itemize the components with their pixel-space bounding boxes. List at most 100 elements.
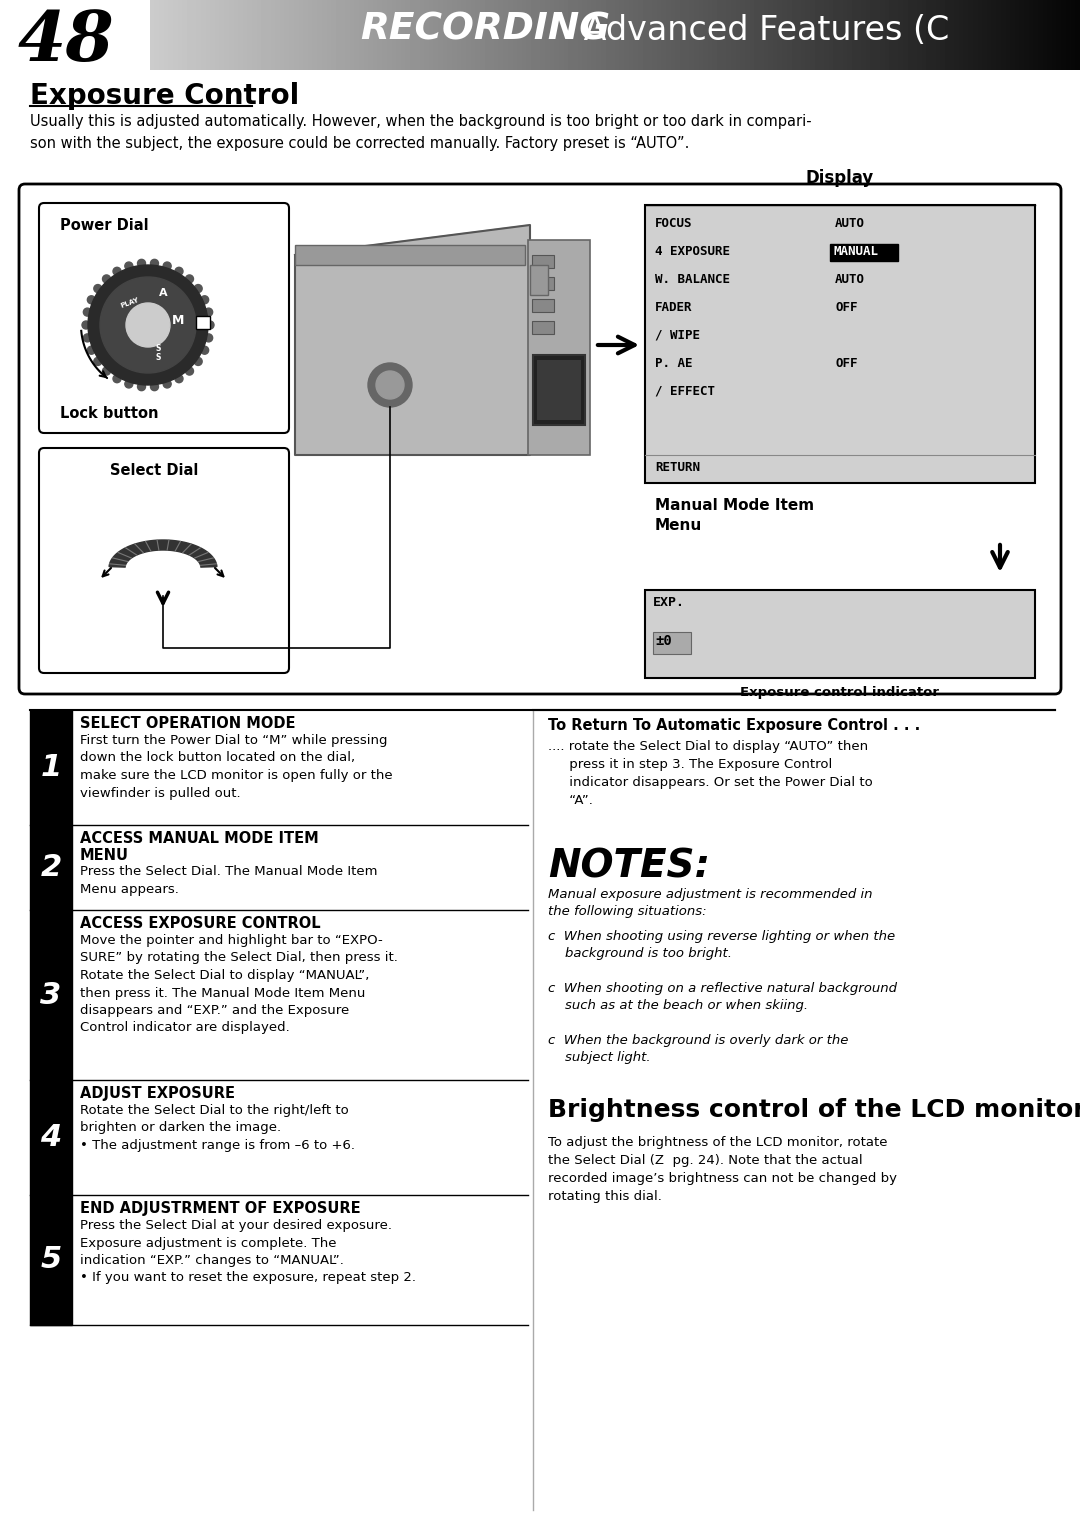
Text: Advanced Features (C: Advanced Features (C — [573, 14, 949, 48]
Polygon shape — [295, 225, 530, 455]
Circle shape — [204, 308, 213, 316]
Circle shape — [137, 383, 146, 391]
Text: Press the Select Dial. The Manual Mode Item
Menu appears.: Press the Select Dial. The Manual Mode I… — [80, 865, 378, 895]
Text: OFF: OFF — [835, 300, 858, 314]
Text: / WIPE: / WIPE — [654, 330, 700, 342]
Circle shape — [94, 285, 102, 293]
Text: Brightness control of the LCD monitor: Brightness control of the LCD monitor — [548, 1098, 1080, 1122]
FancyBboxPatch shape — [19, 184, 1061, 694]
Text: c  When shooting using reverse lighting or when the
    background is too bright: c When shooting using reverse lighting o… — [548, 931, 895, 961]
Text: Move the pointer and highlight bar to “EXPO-
SURE” by rotating the Select Dial, : Move the pointer and highlight bar to “E… — [80, 934, 397, 1035]
Polygon shape — [109, 540, 217, 567]
Text: RECORDING: RECORDING — [360, 12, 610, 48]
Bar — [30, 911, 72, 1081]
Bar — [645, 205, 1035, 483]
Text: Usually this is adjusted automatically. However, when the background is too brig: Usually this is adjusted automatically. … — [30, 113, 812, 150]
Circle shape — [376, 371, 404, 399]
Circle shape — [150, 383, 159, 391]
Circle shape — [113, 267, 121, 276]
Text: c  When the background is overly dark or the
    subject light.: c When the background is overly dark or … — [548, 1033, 849, 1064]
Text: 1: 1 — [40, 753, 62, 782]
Text: / EFFECT: / EFFECT — [654, 385, 715, 399]
Circle shape — [175, 267, 183, 276]
Text: Rotate the Select Dial to the right/left to
brighten or darken the image.
• The : Rotate the Select Dial to the right/left… — [80, 1104, 355, 1151]
FancyBboxPatch shape — [39, 202, 289, 432]
Bar — [0, 0, 1080, 71]
Text: FOCUS: FOCUS — [654, 218, 692, 230]
Bar — [645, 590, 1035, 678]
Bar — [30, 1081, 72, 1196]
Circle shape — [175, 374, 183, 383]
Circle shape — [87, 346, 95, 354]
Circle shape — [100, 277, 195, 373]
Text: .... rotate the Select Dial to display “AUTO” then
     press it in step 3. The : .... rotate the Select Dial to display “… — [548, 740, 873, 806]
Text: Manual exposure adjustment is recommended in
the following situations:: Manual exposure adjustment is recommende… — [548, 888, 873, 918]
Text: Display: Display — [806, 169, 874, 187]
Circle shape — [125, 380, 133, 388]
Text: PLAY: PLAY — [120, 297, 140, 310]
Text: ACCESS EXPOSURE CONTROL: ACCESS EXPOSURE CONTROL — [80, 917, 321, 931]
Text: P. AE: P. AE — [654, 357, 692, 369]
Circle shape — [103, 274, 110, 284]
Circle shape — [87, 296, 95, 304]
Text: S
S: S S — [156, 343, 161, 362]
Text: 2: 2 — [40, 852, 62, 881]
Bar — [532, 277, 554, 290]
Circle shape — [82, 320, 90, 330]
Circle shape — [126, 304, 170, 346]
Text: c  When shooting on a reflective natural background
    such as at the beach or : c When shooting on a reflective natural … — [548, 983, 897, 1012]
Text: MANUAL: MANUAL — [833, 245, 878, 258]
Circle shape — [163, 262, 171, 270]
Circle shape — [186, 366, 193, 376]
Text: OFF: OFF — [835, 357, 858, 369]
Text: FADER: FADER — [654, 300, 692, 314]
Text: NOTES:: NOTES: — [548, 848, 710, 886]
Text: END ADJUSTRMENT OF EXPOSURE: END ADJUSTRMENT OF EXPOSURE — [80, 1200, 361, 1216]
Bar — [831, 244, 897, 261]
Circle shape — [204, 334, 213, 342]
Circle shape — [201, 346, 208, 354]
Text: 5: 5 — [40, 1245, 62, 1274]
Text: Exposure Control: Exposure Control — [30, 81, 299, 110]
Circle shape — [201, 296, 208, 304]
Bar — [530, 265, 548, 294]
Circle shape — [94, 357, 102, 365]
Circle shape — [206, 320, 214, 330]
Bar — [532, 299, 554, 313]
Circle shape — [125, 262, 133, 270]
Text: EXP.: EXP. — [653, 596, 685, 609]
Bar — [532, 320, 554, 334]
Text: Press the Select Dial at your desired exposure.
Exposure adjustment is complete.: Press the Select Dial at your desired ex… — [80, 1219, 416, 1285]
Circle shape — [103, 366, 110, 376]
Text: W. BALANCE: W. BALANCE — [654, 273, 730, 287]
Circle shape — [368, 363, 411, 406]
Text: To adjust the brightness of the LCD monitor, rotate
the Select Dial (Z  pg. 24).: To adjust the brightness of the LCD moni… — [548, 1136, 897, 1203]
Text: 4: 4 — [40, 1124, 62, 1151]
Text: Lock button: Lock button — [60, 406, 159, 422]
Text: A: A — [159, 288, 167, 297]
Text: Manual Mode Item
Menu: Manual Mode Item Menu — [654, 498, 814, 533]
Bar — [195, 316, 210, 330]
Text: AUTO: AUTO — [835, 218, 865, 230]
Bar — [30, 825, 72, 911]
Circle shape — [83, 334, 92, 342]
Text: SELECT OPERATION MODE: SELECT OPERATION MODE — [80, 716, 296, 731]
Text: ±0: ±0 — [654, 635, 672, 648]
Text: Exposure control indicator: Exposure control indicator — [741, 685, 940, 699]
Bar — [295, 245, 525, 265]
Circle shape — [150, 259, 159, 267]
Text: M: M — [172, 314, 185, 327]
Text: First turn the Power Dial to “M” while pressing
down the lock button located on : First turn the Power Dial to “M” while p… — [80, 734, 393, 800]
Circle shape — [163, 380, 171, 388]
Text: RETURN: RETURN — [654, 461, 700, 474]
Text: AUTO: AUTO — [835, 273, 865, 287]
Text: Power Dial: Power Dial — [60, 218, 149, 233]
Bar — [532, 254, 554, 268]
Circle shape — [194, 357, 202, 365]
Text: Select Dial: Select Dial — [110, 463, 199, 478]
Bar — [653, 632, 691, 655]
Circle shape — [83, 308, 92, 316]
FancyBboxPatch shape — [39, 448, 289, 673]
Circle shape — [87, 265, 208, 385]
Text: ADJUST EXPOSURE: ADJUST EXPOSURE — [80, 1085, 235, 1101]
